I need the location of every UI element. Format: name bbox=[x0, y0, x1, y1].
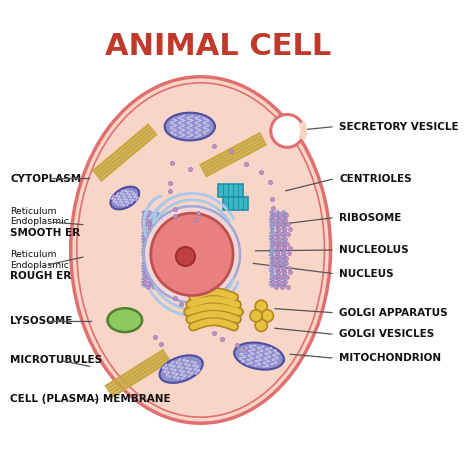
Text: CYTOPLASM: CYTOPLASM bbox=[10, 173, 81, 183]
Text: Reticulum: Reticulum bbox=[10, 207, 56, 216]
Circle shape bbox=[176, 247, 195, 266]
Ellipse shape bbox=[108, 308, 142, 332]
Text: Endoplasmic: Endoplasmic bbox=[10, 218, 69, 227]
Circle shape bbox=[255, 300, 267, 312]
Text: MITOCHONDRION: MITOCHONDRION bbox=[339, 353, 441, 363]
Circle shape bbox=[271, 114, 304, 147]
Text: NUCLEOLUS: NUCLEOLUS bbox=[339, 245, 409, 255]
Circle shape bbox=[144, 206, 240, 302]
Text: SMOOTH ER: SMOOTH ER bbox=[10, 228, 80, 237]
Circle shape bbox=[250, 310, 262, 322]
Text: CENTRIOLES: CENTRIOLES bbox=[339, 173, 412, 183]
Polygon shape bbox=[164, 113, 215, 140]
Text: ANIMAL CELL: ANIMAL CELL bbox=[105, 32, 331, 61]
Text: RIBOSOME: RIBOSOME bbox=[339, 212, 401, 222]
Text: LYSOSOME: LYSOSOME bbox=[10, 317, 73, 327]
Polygon shape bbox=[223, 197, 248, 210]
Text: SECRETORY VESICLE: SECRETORY VESICLE bbox=[339, 121, 459, 132]
Circle shape bbox=[261, 310, 273, 322]
Ellipse shape bbox=[71, 77, 330, 423]
Text: Endoplasmic: Endoplasmic bbox=[10, 261, 69, 270]
Circle shape bbox=[255, 319, 267, 331]
Text: NUCLEUS: NUCLEUS bbox=[339, 269, 394, 279]
Polygon shape bbox=[110, 187, 139, 210]
Text: CELL (PLASMA) MEMBRANE: CELL (PLASMA) MEMBRANE bbox=[10, 394, 171, 404]
Text: ROUGH ER: ROUGH ER bbox=[10, 271, 71, 281]
Polygon shape bbox=[234, 343, 284, 370]
Text: MICROTUBULES: MICROTUBULES bbox=[10, 356, 102, 365]
Text: GOLGI VESICLES: GOLGI VESICLES bbox=[339, 329, 435, 339]
Polygon shape bbox=[219, 184, 244, 197]
Polygon shape bbox=[160, 356, 203, 383]
Text: GOLGI APPARATUS: GOLGI APPARATUS bbox=[339, 308, 448, 318]
Text: Reticulum: Reticulum bbox=[10, 250, 56, 259]
Circle shape bbox=[151, 213, 233, 295]
